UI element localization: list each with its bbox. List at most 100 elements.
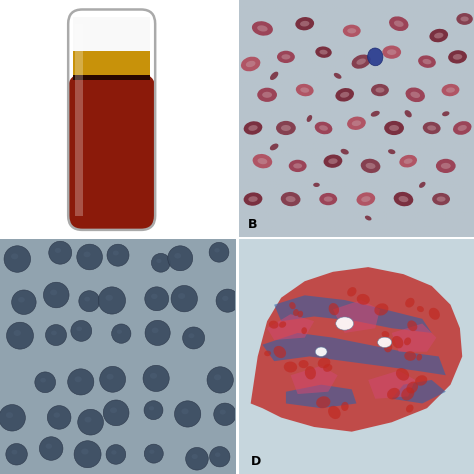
Ellipse shape (460, 17, 469, 21)
Text: B: B (248, 218, 258, 230)
Ellipse shape (378, 337, 392, 347)
Ellipse shape (401, 387, 414, 401)
Ellipse shape (182, 409, 189, 414)
Ellipse shape (178, 293, 185, 299)
Polygon shape (274, 295, 432, 333)
Bar (73, 17, 150, 51)
Ellipse shape (84, 297, 90, 301)
Ellipse shape (352, 55, 371, 69)
Ellipse shape (50, 290, 57, 295)
Ellipse shape (442, 84, 459, 96)
Ellipse shape (328, 303, 339, 315)
Ellipse shape (323, 364, 332, 372)
Polygon shape (291, 366, 337, 394)
Ellipse shape (407, 320, 417, 331)
Ellipse shape (46, 444, 52, 449)
Ellipse shape (352, 120, 361, 126)
Ellipse shape (319, 125, 328, 131)
Ellipse shape (315, 347, 327, 356)
Ellipse shape (11, 254, 18, 259)
Ellipse shape (427, 125, 436, 131)
Ellipse shape (319, 193, 337, 205)
Ellipse shape (74, 376, 82, 382)
Ellipse shape (214, 403, 236, 426)
Bar (75, 24, 83, 216)
Ellipse shape (340, 92, 349, 98)
Ellipse shape (207, 367, 233, 393)
Ellipse shape (324, 196, 333, 202)
Ellipse shape (174, 401, 201, 427)
Ellipse shape (83, 252, 91, 257)
Polygon shape (392, 324, 437, 352)
Ellipse shape (399, 196, 409, 202)
Ellipse shape (406, 88, 425, 102)
Ellipse shape (405, 110, 412, 118)
Ellipse shape (365, 163, 375, 169)
Ellipse shape (215, 452, 220, 457)
Ellipse shape (415, 375, 427, 386)
Ellipse shape (107, 244, 129, 266)
Ellipse shape (286, 196, 296, 202)
Ellipse shape (382, 331, 390, 338)
Ellipse shape (55, 248, 61, 253)
Ellipse shape (394, 192, 413, 206)
Ellipse shape (246, 61, 255, 67)
Ellipse shape (257, 25, 268, 32)
Ellipse shape (319, 50, 328, 55)
Ellipse shape (12, 290, 36, 314)
Ellipse shape (144, 444, 163, 463)
Ellipse shape (417, 306, 424, 312)
Ellipse shape (456, 13, 473, 25)
Ellipse shape (406, 404, 413, 412)
Ellipse shape (336, 88, 354, 101)
Ellipse shape (399, 155, 417, 167)
Ellipse shape (315, 122, 332, 134)
Ellipse shape (248, 125, 258, 131)
Ellipse shape (145, 287, 169, 311)
Ellipse shape (361, 159, 380, 173)
Ellipse shape (441, 163, 451, 169)
Ellipse shape (356, 192, 375, 206)
Ellipse shape (98, 287, 126, 314)
Ellipse shape (375, 87, 384, 93)
Ellipse shape (297, 310, 303, 318)
Ellipse shape (18, 297, 25, 302)
Ellipse shape (77, 244, 102, 270)
Ellipse shape (270, 144, 278, 150)
FancyBboxPatch shape (68, 74, 155, 230)
Polygon shape (263, 333, 446, 375)
Ellipse shape (49, 241, 72, 264)
Ellipse shape (144, 401, 163, 419)
Ellipse shape (156, 259, 162, 263)
Ellipse shape (40, 378, 46, 383)
Ellipse shape (81, 448, 89, 455)
Ellipse shape (416, 354, 422, 361)
Ellipse shape (35, 372, 55, 392)
Ellipse shape (336, 317, 354, 330)
Ellipse shape (361, 196, 371, 202)
Ellipse shape (404, 158, 412, 164)
Ellipse shape (168, 246, 193, 271)
Ellipse shape (282, 54, 291, 60)
Ellipse shape (316, 396, 330, 408)
Ellipse shape (174, 253, 181, 259)
Ellipse shape (106, 445, 126, 464)
Ellipse shape (334, 73, 341, 79)
Ellipse shape (74, 441, 101, 468)
Polygon shape (267, 314, 314, 340)
Ellipse shape (219, 410, 226, 415)
Ellipse shape (7, 322, 34, 349)
Ellipse shape (347, 117, 366, 130)
Ellipse shape (78, 410, 103, 435)
Ellipse shape (313, 183, 320, 187)
Ellipse shape (365, 216, 372, 220)
Ellipse shape (296, 84, 314, 96)
Ellipse shape (341, 149, 349, 155)
Ellipse shape (71, 320, 91, 341)
Ellipse shape (387, 388, 400, 400)
Ellipse shape (113, 251, 119, 255)
Ellipse shape (6, 412, 13, 418)
Ellipse shape (76, 327, 82, 331)
Ellipse shape (388, 149, 395, 154)
Ellipse shape (384, 121, 404, 135)
